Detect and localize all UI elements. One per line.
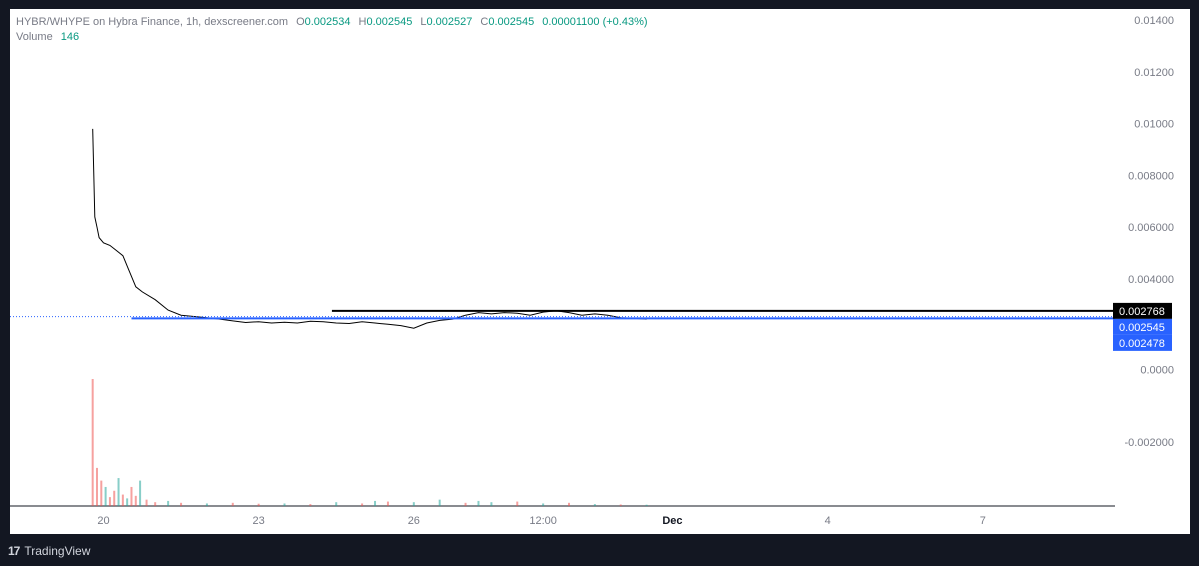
volume-bar xyxy=(231,502,234,506)
volume-bar xyxy=(309,504,312,506)
horizontal-lines[interactable] xyxy=(10,309,1115,320)
volume-bar xyxy=(134,495,137,506)
volume-bar xyxy=(139,480,142,506)
volume-bar xyxy=(374,500,377,506)
low-value: 0.002527 xyxy=(426,16,473,28)
volume-bar xyxy=(130,486,133,506)
volume-bar xyxy=(257,503,260,506)
chart-area[interactable]: 0.01400 0.01200 0.01000 0.008000 0.006000 0.0… xyxy=(10,9,1190,534)
volume-bar xyxy=(361,503,364,506)
close-value: 0.002545 xyxy=(488,16,535,28)
volume-bar xyxy=(167,500,170,506)
volume-bar xyxy=(568,502,570,506)
volume-bar xyxy=(283,503,286,506)
y-tick-label: -0.002000 xyxy=(1124,437,1174,449)
open-value: 0.002534 xyxy=(304,16,351,28)
volume-bar xyxy=(490,502,493,506)
high-line-tag-bg xyxy=(1113,302,1172,319)
low-line-tag: 0.002478 xyxy=(1119,338,1165,350)
volume-bar xyxy=(593,504,596,506)
volume-bar xyxy=(95,467,98,506)
low-line-tag-bg xyxy=(1113,334,1172,351)
x-tick-label: 20 xyxy=(97,515,109,527)
volume-bar xyxy=(104,486,107,506)
y-tick-label: 0.0000 xyxy=(1140,365,1174,377)
volume-bar xyxy=(516,501,519,506)
volume-bar xyxy=(542,503,545,506)
pair-title: HYBR/WHYPE on Hybra Finance, 1h, dexscre… xyxy=(16,16,289,28)
volume-bar xyxy=(477,500,480,506)
y-tick-label: 0.01400 xyxy=(1134,15,1174,27)
volume-bar xyxy=(335,502,338,506)
volume-bar xyxy=(205,503,208,506)
y-tick-label: 0.006000 xyxy=(1128,222,1174,234)
volume-bar xyxy=(619,504,622,506)
price-axis[interactable]: 0.01400 0.01200 0.01000 0.008000 0.006000 0.0… xyxy=(1124,15,1174,449)
x-tick-label: 26 xyxy=(408,515,420,527)
x-tick-label: 7 xyxy=(980,515,986,527)
volume-bar xyxy=(121,494,124,506)
close-key: C xyxy=(480,16,489,28)
volume-bar xyxy=(154,502,157,506)
x-tick-label: 12:00 xyxy=(529,515,557,527)
volume-bars xyxy=(91,379,648,506)
volume-bar xyxy=(412,502,415,506)
tradingview-footer[interactable]: 17 TradingView xyxy=(8,543,90,559)
time-axis[interactable]: 20 23 26 12:00 Dec 4 7 xyxy=(10,505,1115,527)
volume-bar xyxy=(464,502,467,506)
chart-canvas[interactable]: 0.01400 0.01200 0.01000 0.008000 0.006000 0.0… xyxy=(10,9,1190,534)
change-value: 0.00001100 (+0.43%) xyxy=(542,16,648,28)
price-tags: 0.002768 0.002545 0.002478 xyxy=(1113,302,1172,351)
volume-bar xyxy=(108,497,111,506)
open-key: O xyxy=(296,16,305,28)
x-tick-label: 23 xyxy=(253,515,265,527)
x-tick-label: 4 xyxy=(825,515,831,527)
volume-bar xyxy=(91,379,94,506)
volume-bar xyxy=(117,478,120,506)
volume-bar xyxy=(145,499,148,506)
x-tick-label: Dec xyxy=(662,515,682,527)
volume-bar xyxy=(126,498,129,506)
y-tick-label: 0.01000 xyxy=(1134,119,1174,131)
volume-bar xyxy=(180,502,183,506)
tradingview-brand: TradingView xyxy=(24,544,91,558)
volume-bar xyxy=(645,504,648,506)
volume-legend: Volume 146 xyxy=(16,31,79,43)
y-tick-label: 0.004000 xyxy=(1128,274,1174,286)
y-tick-label: 0.01200 xyxy=(1134,67,1174,79)
y-tick-label: 0.008000 xyxy=(1128,170,1174,182)
ohlc-legend: HYBR/WHYPE on Hybra Finance, 1h, dexscre… xyxy=(16,16,648,28)
high-value: 0.002545 xyxy=(366,16,413,28)
low-key: L xyxy=(420,16,427,28)
volume-bar xyxy=(386,501,389,506)
volume-bar xyxy=(100,480,103,506)
high-line-tag: 0.002768 xyxy=(1119,306,1165,318)
volume-bar xyxy=(438,499,441,506)
price-series xyxy=(92,128,647,329)
volume-label: Volume xyxy=(16,31,53,43)
tradingview-logo-icon: 17 xyxy=(8,544,20,558)
volume-value: 146 xyxy=(60,31,80,43)
price-line xyxy=(92,128,647,329)
last-price-tag: 0.002545 xyxy=(1119,322,1165,334)
last-price-tag-bg xyxy=(1113,318,1172,335)
volume-bar xyxy=(113,490,116,506)
high-key: H xyxy=(358,16,367,28)
